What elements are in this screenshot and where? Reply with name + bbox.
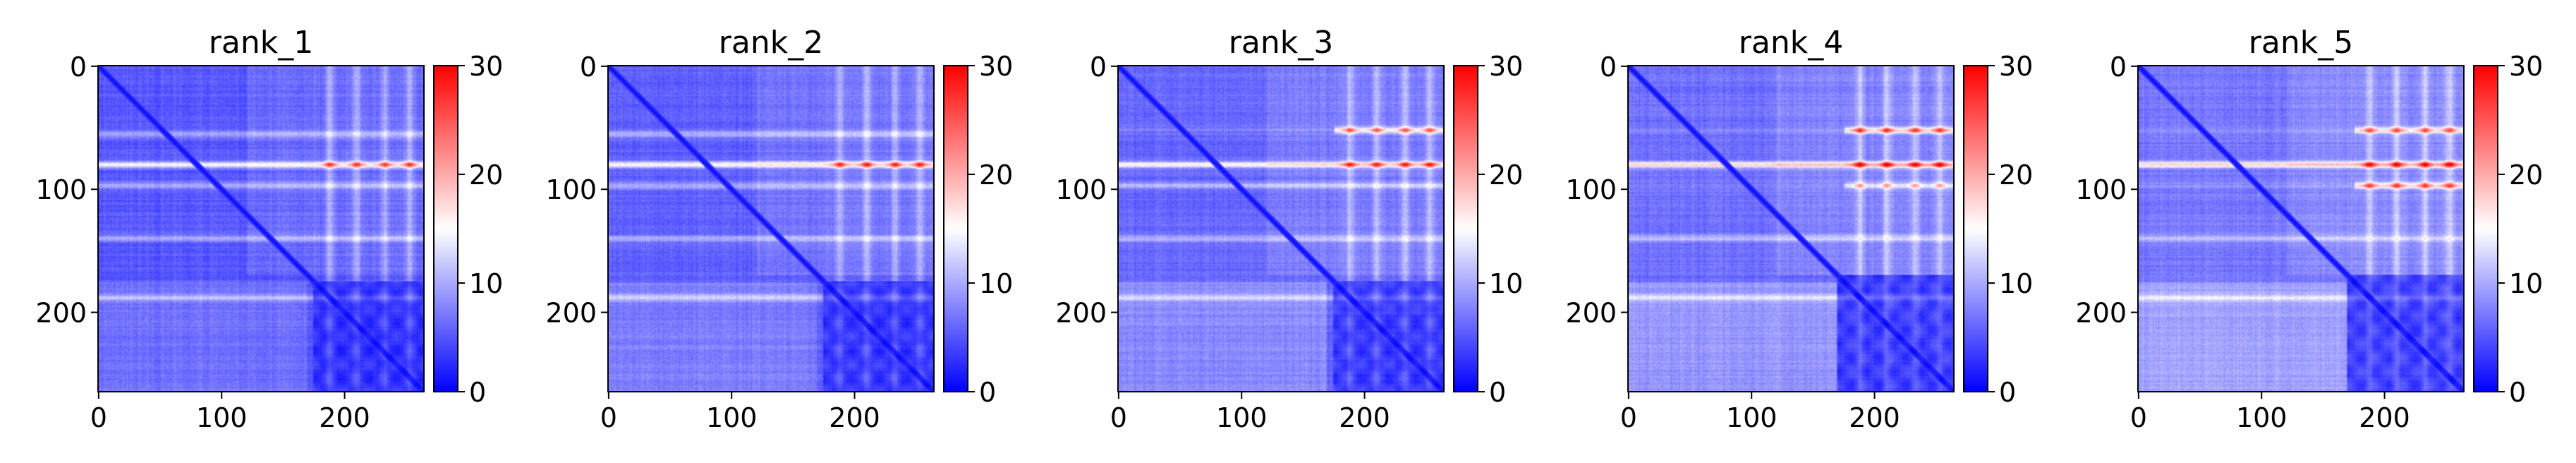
x-tick-label: 200	[829, 402, 880, 433]
colorbar	[433, 65, 458, 392]
colorbar-tick-label: 10	[2509, 268, 2543, 299]
colorbar-tick-label: 30	[1999, 51, 2033, 82]
heatmap-panel-2: rank_2 0 0 100 100 200 200 0 10 20 30	[545, 25, 1013, 433]
heatmap-panel-1: rank_1 0 0 100 100 200 200 0 10 20 30	[35, 25, 503, 433]
x-tick-label: 200	[319, 402, 370, 433]
colorbar-tick-label: 10	[469, 268, 503, 299]
colorbar-tick-label: 0	[2509, 377, 2526, 408]
plot-frame	[1627, 65, 1955, 392]
colorbar	[1963, 65, 1988, 392]
colorbar-tick-label: 10	[979, 268, 1013, 299]
x-tick-label: 200	[1849, 402, 1900, 433]
heatmap-panel-3: rank_3 0 0 100 100 200 200 0 10 20 30	[1055, 25, 1523, 433]
colorbar-tick-label: 10	[1999, 268, 2033, 299]
colorbar-tick-label: 30	[979, 51, 1013, 82]
colorbar	[2473, 65, 2498, 392]
y-tick-label: 0	[70, 52, 87, 83]
y-tick-label: 200	[35, 298, 87, 329]
panel-title: rank_2	[719, 25, 823, 61]
y-tick-label: 200	[1055, 298, 1107, 329]
x-tick-label: 0	[2130, 402, 2147, 433]
plot-frame	[2137, 65, 2465, 392]
colorbar-tick-label: 30	[469, 51, 503, 82]
x-tick-label: 100	[1726, 402, 1778, 433]
colorbar	[1453, 65, 1478, 392]
x-tick-label: 200	[1339, 402, 1390, 433]
heatmap-panel-4: rank_4 0 0 100 100 200 200 0 10 20 30	[1565, 25, 2033, 433]
colorbar-tick-label: 0	[469, 377, 486, 408]
plot-frame	[607, 65, 935, 392]
plot-frame	[1117, 65, 1445, 392]
y-tick-label: 0	[580, 52, 597, 83]
x-tick-label: 200	[2359, 402, 2410, 433]
heatmap-image	[1118, 66, 1444, 392]
y-tick-label: 200	[2075, 298, 2127, 329]
colorbar-tick-label: 20	[469, 160, 503, 191]
y-tick-label: 0	[2110, 52, 2127, 83]
colorbar-tick-label: 20	[979, 160, 1013, 191]
colorbar-tick-label: 20	[2509, 160, 2543, 191]
x-tick-label: 100	[196, 402, 248, 433]
y-tick-label: 100	[2075, 174, 2127, 205]
x-tick-label: 100	[2236, 402, 2288, 433]
colorbar-tick-label: 0	[1489, 377, 1506, 408]
heatmap-image	[1628, 66, 1954, 392]
colorbar-tick-label: 0	[1999, 377, 2016, 408]
x-tick-label: 0	[1620, 402, 1637, 433]
colorbar	[943, 65, 968, 392]
y-tick-label: 100	[545, 174, 597, 205]
y-tick-label: 200	[545, 298, 597, 329]
colorbar-tick-label: 30	[1489, 51, 1523, 82]
x-tick-label: 0	[1110, 402, 1127, 433]
y-tick-label: 100	[1055, 174, 1107, 205]
colorbar-tick-label: 30	[2509, 51, 2543, 82]
colorbar-tick-label: 20	[1999, 160, 2033, 191]
panel-title: rank_4	[1739, 25, 1843, 61]
y-tick-label: 100	[35, 174, 87, 205]
panel-title: rank_5	[2249, 25, 2353, 61]
heatmap-image	[2138, 66, 2464, 392]
x-tick-label: 0	[600, 402, 617, 433]
y-tick-label: 100	[1565, 174, 1617, 205]
plot-frame	[97, 65, 425, 392]
y-tick-label: 200	[1565, 298, 1617, 329]
heatmap-panel-5: rank_5 0 0 100 100 200 200 0 10 20 30	[2075, 25, 2543, 433]
y-tick-label: 0	[1600, 52, 1617, 83]
panel-title: rank_1	[209, 25, 313, 61]
x-tick-label: 100	[706, 402, 758, 433]
x-tick-label: 100	[1216, 402, 1268, 433]
x-tick-label: 0	[90, 402, 107, 433]
heatmap-image	[608, 66, 934, 392]
panel-title: rank_3	[1229, 25, 1333, 61]
y-tick-label: 0	[1090, 52, 1107, 83]
colorbar-tick-label: 0	[979, 377, 996, 408]
heatmap-image	[98, 66, 424, 392]
colorbar-tick-label: 20	[1489, 160, 1523, 191]
colorbar-tick-label: 10	[1489, 268, 1523, 299]
heatmap-panels: rank_1001001002002000102030rank_20010010…	[35, 25, 2543, 433]
